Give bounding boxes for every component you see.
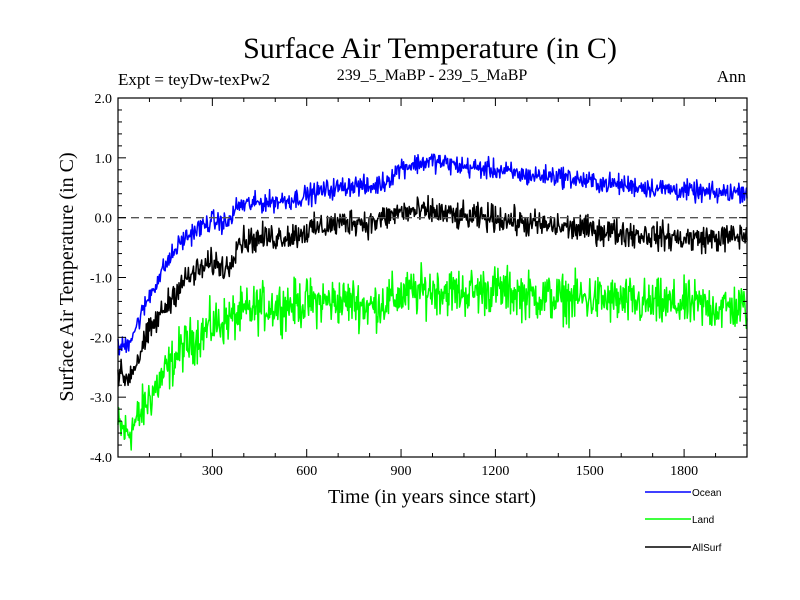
plot-frame [117,97,748,458]
y-tick-label: -4.0 [90,451,112,466]
y-tick-label: 1.0 [95,152,113,167]
y-tick-label: 0.0 [95,212,113,227]
legend: Ocean Land AllSurf [645,488,722,554]
legend-label-land: Land [692,515,714,526]
comparison-label: 239_5_MaBP - 239_5_MaBP [337,67,528,84]
x-tick-label: 300 [202,464,223,479]
series-line-land [117,262,748,451]
series-line-ocean [117,153,748,356]
y-tick-label: -2.0 [90,331,112,346]
y-tick-label: -3.0 [90,391,112,406]
x-tick-label: 900 [391,464,412,479]
legend-label-ocean: Ocean [692,488,721,499]
x-tick-label: 1500 [576,464,604,479]
period-label: Ann [717,67,747,86]
x-tick-label: 1800 [670,464,698,479]
y-tick-label: -1.0 [90,272,112,287]
experiment-label: Expt = teyDw-texPw2 [118,70,270,89]
y-axis-label: Surface Air Temperature (in C) [56,152,78,401]
y-axis: -4.0 -3.0 -2.0 -1.0 0.0 1.0 2.0 [90,92,747,466]
legend-label-allsurf: AllSurf [692,543,722,554]
series-layer [117,153,748,451]
chart-title: Surface Air Temperature (in C) [243,32,617,65]
y-tick-label: 2.0 [95,92,113,107]
x-tick-label: 1200 [481,464,509,479]
x-axis-label: Time (in years since start) [328,486,536,508]
series-line-allsurf [117,194,748,387]
x-axis: 300 600 900 1200 1500 1800 [148,98,717,479]
x-tick-label: 600 [296,464,317,479]
